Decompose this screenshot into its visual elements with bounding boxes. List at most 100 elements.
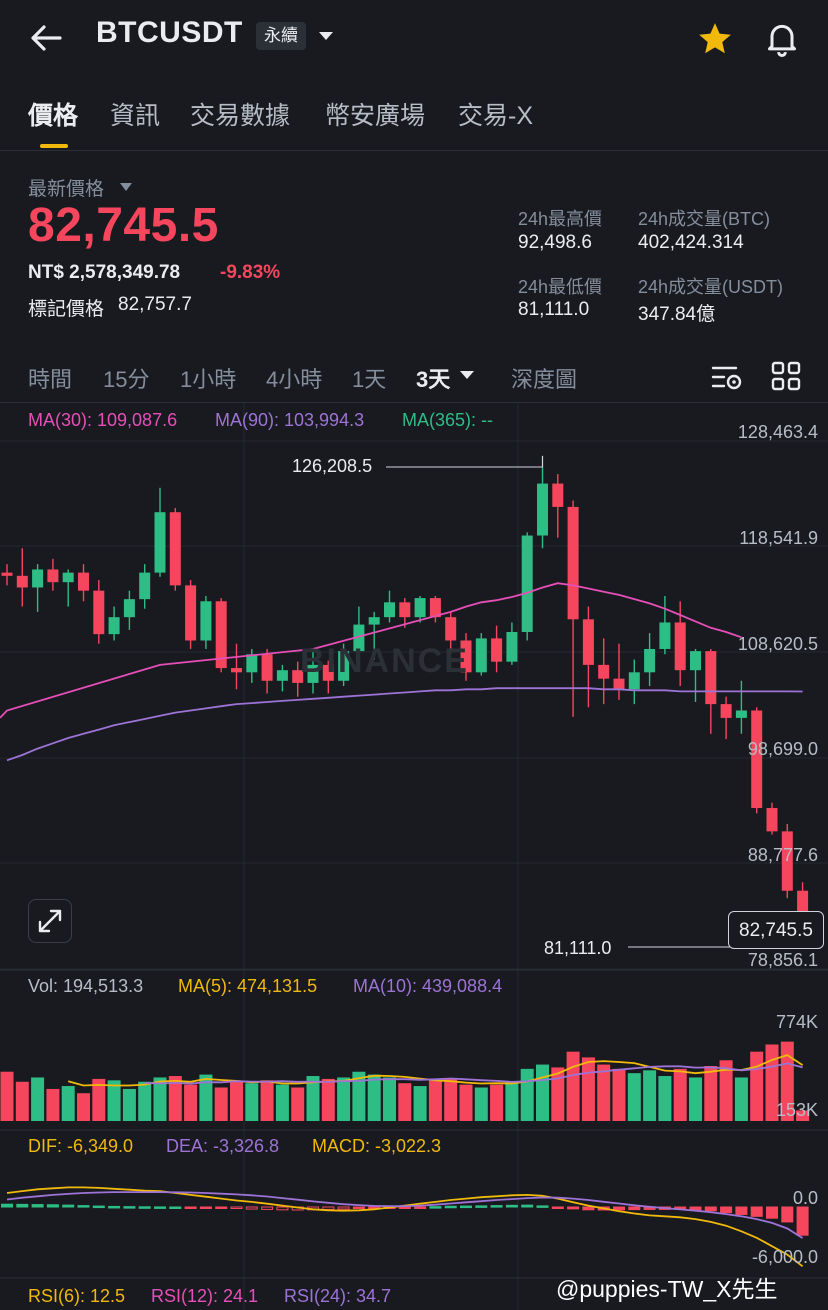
kline-chart[interactable] — [0, 403, 828, 1310]
candle-body — [353, 624, 365, 652]
macd-histogram-bar — [276, 1206, 289, 1211]
interval-15m[interactable]: 15分 — [103, 367, 150, 392]
favorite-star-icon[interactable] — [696, 20, 734, 58]
interval-4h[interactable]: 4小時 — [266, 367, 323, 392]
volume-bar — [505, 1081, 519, 1121]
price-axis-label: 108,620.5 — [737, 634, 818, 654]
interval-dropdown-icon[interactable] — [458, 368, 476, 382]
volume-bar — [581, 1057, 595, 1121]
macd-histogram-bar — [46, 1204, 59, 1208]
interval-time[interactable]: 時間 — [28, 367, 73, 392]
volume-bar — [245, 1083, 259, 1121]
volume-ma10-legend: MA(10): 439,088.4 — [353, 976, 503, 996]
mark-price: 82,757.7 — [118, 294, 192, 315]
volume-bar — [383, 1077, 396, 1121]
candle-body — [215, 601, 227, 669]
tab-trade-x[interactable]: 交易-X — [458, 102, 534, 130]
volume-bar — [704, 1066, 718, 1121]
volume-bar — [337, 1077, 351, 1121]
candle-body — [399, 602, 411, 618]
volume-bar — [627, 1073, 641, 1121]
candle-body — [613, 678, 625, 690]
candle-body — [108, 617, 120, 635]
low-price-marker: 81,111.0 — [544, 938, 612, 958]
tab-square[interactable]: 幣安廣場 — [325, 102, 426, 130]
rsi24-legend: RSI(24): 34.7 — [284, 1286, 392, 1306]
macd-histogram-bar — [322, 1206, 335, 1210]
symbol-title[interactable]: BTCUSDT — [96, 16, 243, 49]
volume-bar — [490, 1084, 504, 1121]
volume-usdt-value: 347.84億 — [638, 304, 716, 325]
tab-info[interactable]: 資訊 — [110, 102, 161, 130]
macd-histogram-bar — [429, 1206, 442, 1209]
macd-histogram-bar — [781, 1206, 794, 1223]
volume-bar — [719, 1060, 733, 1121]
volume-bar — [658, 1076, 672, 1121]
volume-bar — [750, 1051, 764, 1121]
macd-histogram-bar — [398, 1206, 411, 1209]
ma30-legend: MA(30): 109,087.6 — [28, 410, 178, 430]
mark-price-label: 標記價格 — [28, 299, 105, 320]
macd-histogram-bar — [521, 1204, 534, 1208]
candle-body — [644, 648, 656, 673]
macd-histogram-bar — [245, 1206, 258, 1210]
notification-bell-icon[interactable] — [762, 18, 802, 58]
interval-3d[interactable]: 3天 — [416, 367, 451, 392]
candle-body — [1, 572, 13, 576]
volume-legend: Vol: 194,513.3 — [28, 976, 144, 996]
price-axis-label: 128,463.4 — [737, 422, 818, 442]
candle-body — [751, 710, 763, 809]
macd-histogram-bar — [261, 1206, 274, 1210]
volume-bar — [689, 1077, 702, 1121]
candle-body — [139, 572, 151, 600]
volume-ma5-legend: MA(5): 474,131.5 — [178, 976, 318, 996]
macd-histogram-bar — [138, 1206, 151, 1209]
candle-body — [781, 831, 793, 891]
back-arrow-icon[interactable] — [28, 20, 68, 56]
macd-histogram-bar — [475, 1205, 488, 1208]
candle-body — [307, 664, 319, 683]
macd-histogram-bar — [490, 1205, 503, 1208]
volume-bar — [107, 1080, 121, 1121]
layout-grid-icon[interactable] — [770, 360, 802, 392]
tab-price[interactable]: 價格 — [28, 102, 79, 130]
macd-histogram-bar — [628, 1206, 641, 1211]
divider — [0, 402, 828, 403]
interval-1d[interactable]: 1天 — [352, 367, 387, 392]
candle-body — [78, 572, 89, 591]
candle-body — [93, 590, 105, 635]
candle-body — [628, 672, 640, 690]
volume-bar — [398, 1083, 412, 1121]
last-price-dropdown-icon[interactable] — [118, 180, 134, 192]
symbol-dropdown-icon[interactable] — [316, 26, 336, 46]
high-24h-label: 24h最高價 — [518, 209, 603, 229]
macd-histogram-bar — [31, 1204, 44, 1208]
macd-histogram-bar — [505, 1204, 518, 1208]
author-tag[interactable]: @puppies-TW_X先生 — [556, 1276, 778, 1302]
rsi6-legend: RSI(6): 12.5 — [28, 1286, 126, 1306]
macd-axis-label: -6,000.0 — [751, 1247, 818, 1267]
interval-depth[interactable]: 深度圖 — [511, 367, 578, 392]
macd-dea-line — [6, 1191, 804, 1239]
volume-btc-value: 402,424.314 — [638, 232, 744, 253]
current-price-tag: 82,745.5 — [728, 911, 824, 949]
tab-trading-data[interactable]: 交易數據 — [190, 102, 291, 130]
macd-histogram-bar — [582, 1206, 595, 1211]
last-price-label[interactable]: 最新價格 — [28, 179, 105, 200]
low-24h-value: 81,111.0 — [518, 299, 590, 320]
chart-settings-icon[interactable] — [710, 360, 744, 394]
candle-body — [537, 483, 548, 536]
volume-bar — [122, 1088, 136, 1121]
volume-bar — [597, 1064, 611, 1121]
volume-bar — [15, 1081, 29, 1121]
price-change-percent: -9.83% — [220, 262, 281, 283]
fullscreen-expand-icon[interactable] — [28, 899, 72, 943]
volume-bar — [643, 1070, 657, 1121]
candle-body — [384, 602, 395, 618]
volume-bar — [199, 1074, 213, 1121]
candle-body — [185, 585, 197, 641]
macd-histogram-bar — [123, 1206, 136, 1209]
volume-bar — [536, 1064, 549, 1121]
macd-histogram-bar — [230, 1206, 243, 1209]
interval-1h[interactable]: 1小時 — [180, 367, 237, 392]
